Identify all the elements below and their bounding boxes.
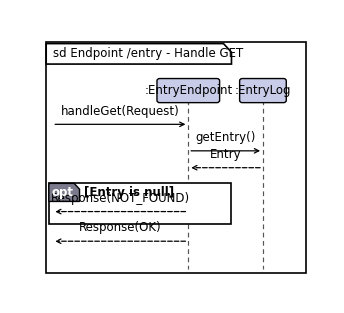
Text: sd Endpoint /entry - Handle GET: sd Endpoint /entry - Handle GET (53, 47, 243, 60)
Text: Entry: Entry (210, 148, 241, 161)
Polygon shape (49, 183, 79, 202)
Text: :EntryLog: :EntryLog (235, 84, 291, 97)
Text: handleGet(Request): handleGet(Request) (61, 105, 180, 118)
FancyBboxPatch shape (157, 79, 219, 103)
Bar (49, 183, 231, 224)
Polygon shape (46, 44, 232, 64)
Text: [Entry is null]: [Entry is null] (84, 186, 174, 199)
FancyBboxPatch shape (240, 79, 286, 103)
Text: :EntryEndpoint: :EntryEndpoint (144, 84, 233, 97)
Text: Response(OK): Response(OK) (79, 222, 162, 234)
Text: Response(NOT_FOUND): Response(NOT_FOUND) (51, 192, 190, 205)
Text: getEntry(): getEntry() (195, 131, 256, 144)
Text: opt: opt (52, 186, 74, 199)
